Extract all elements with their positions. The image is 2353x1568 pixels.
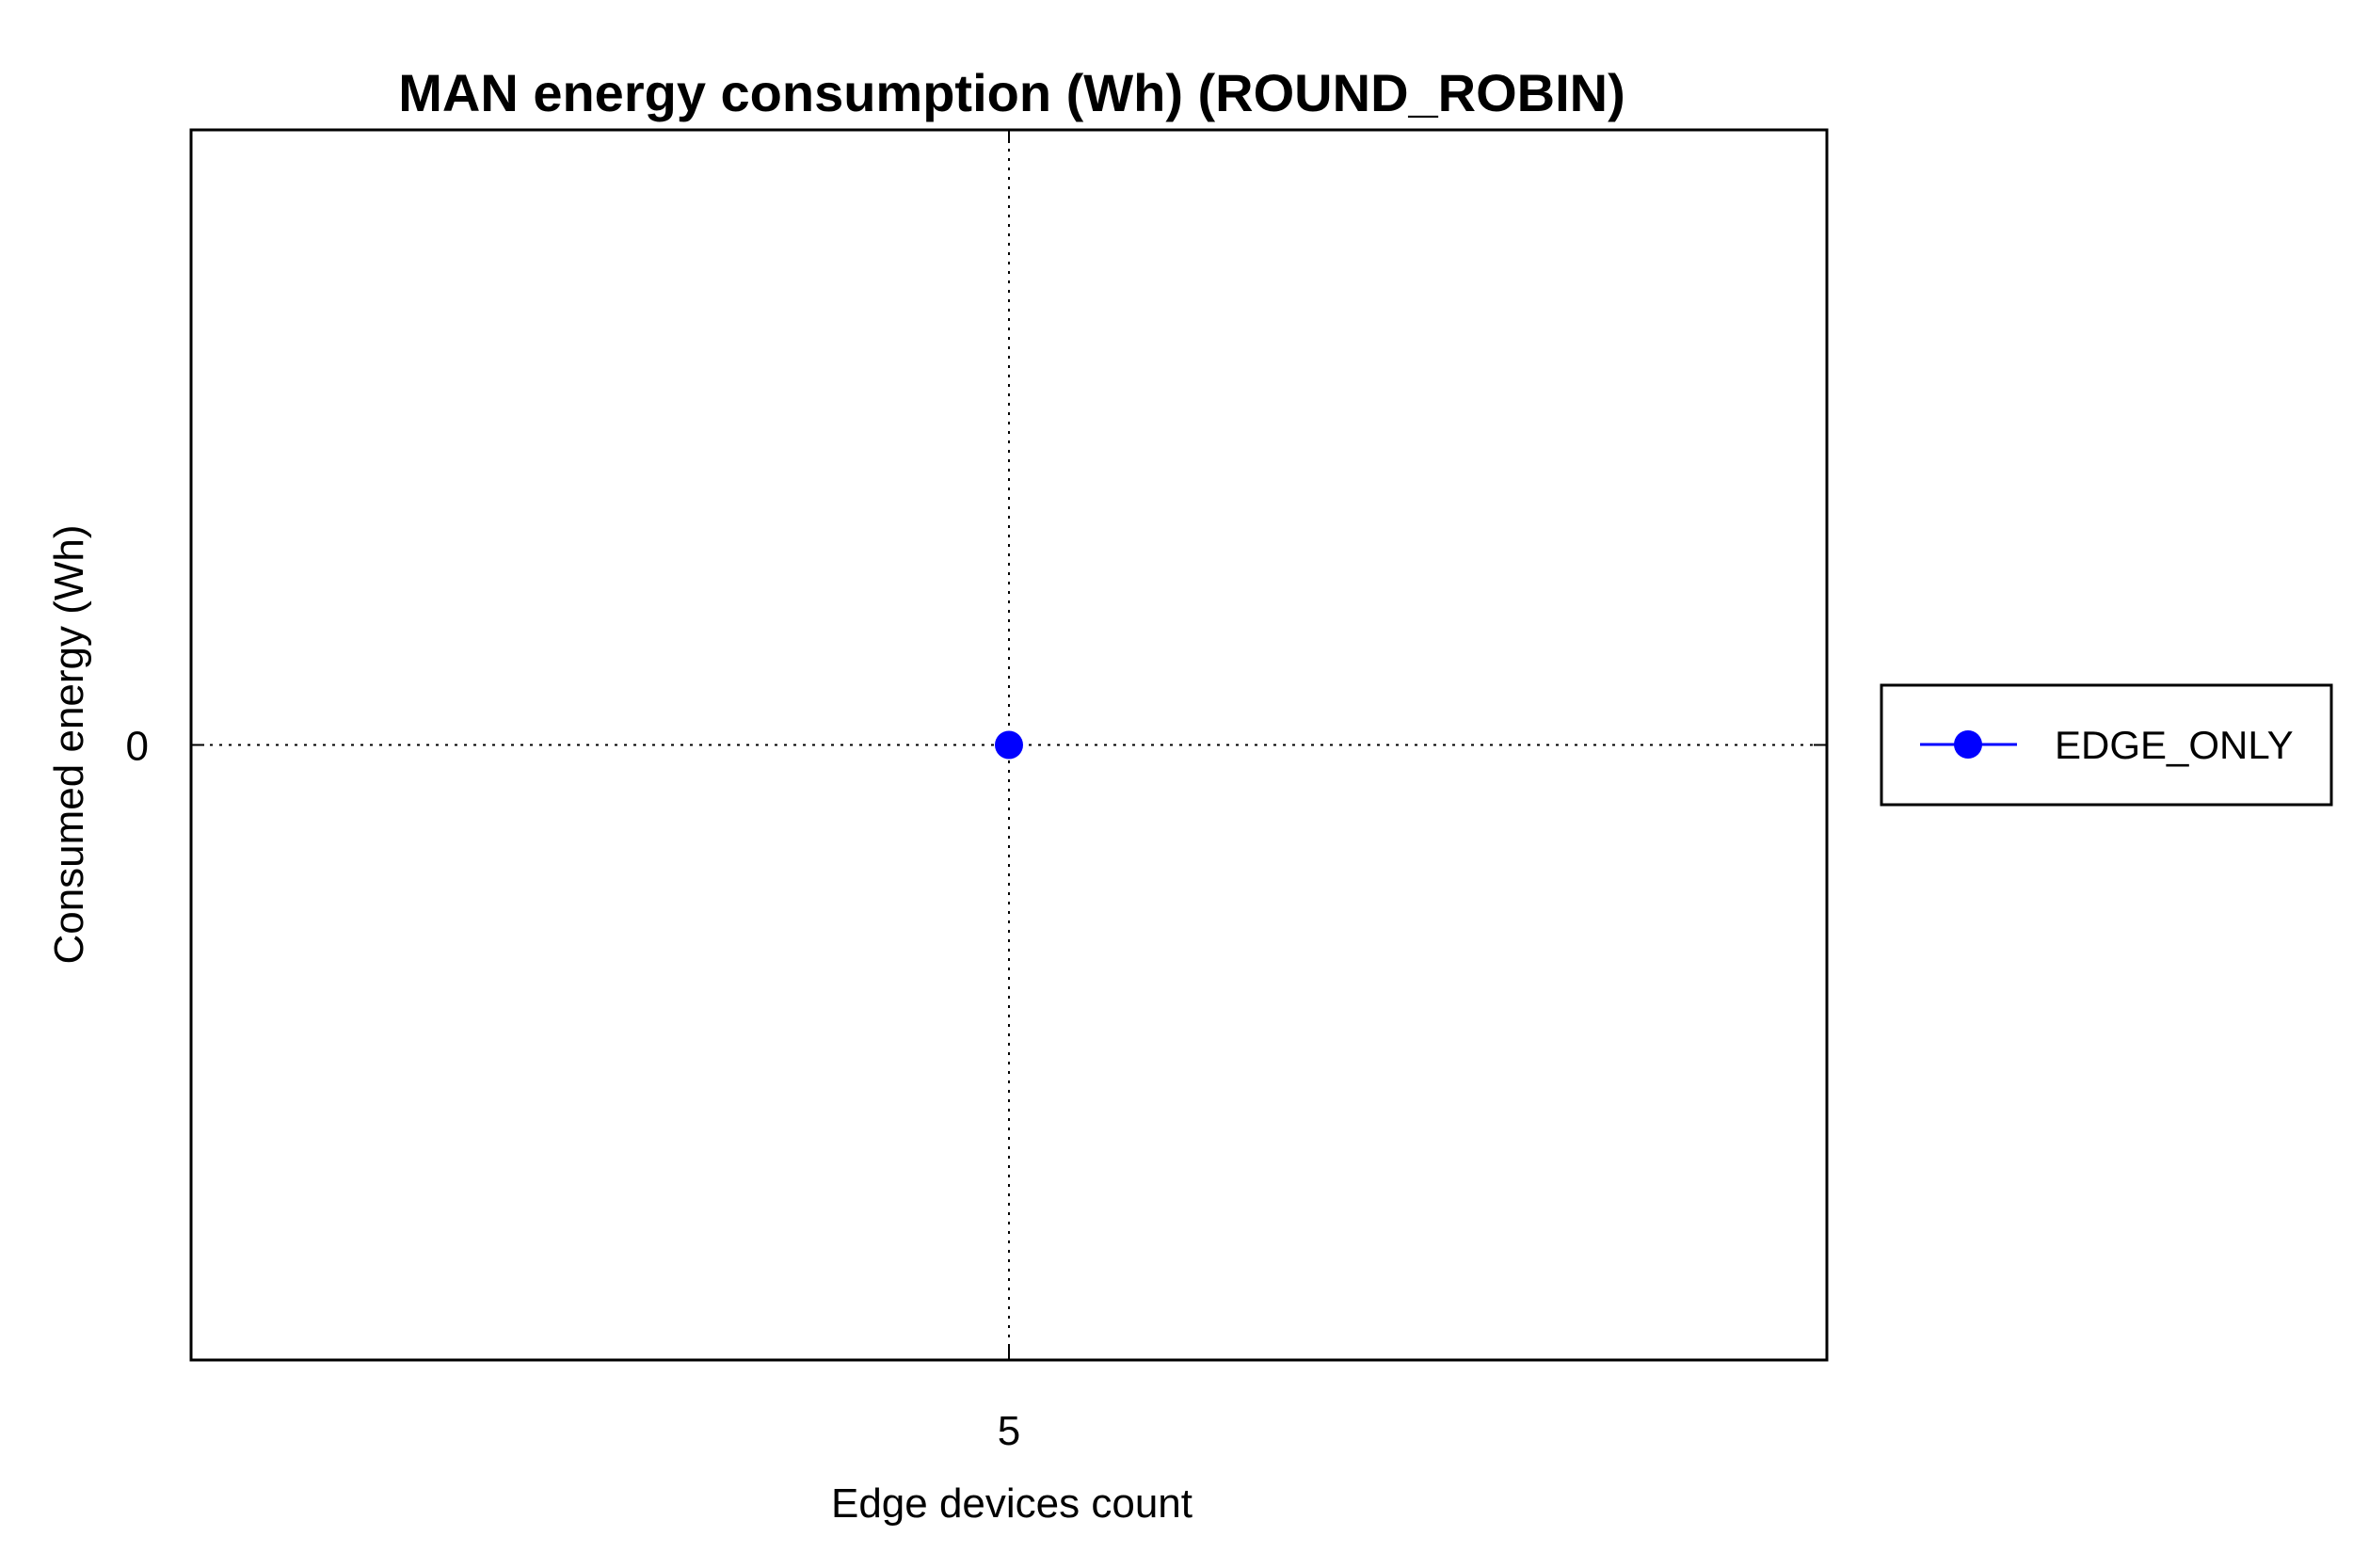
x-tick-label: 5 xyxy=(998,1408,1020,1454)
tick-marks xyxy=(191,130,1827,1360)
x-axis-label: Edge devices count xyxy=(831,1480,1193,1527)
y-tick-labels: 0 xyxy=(126,724,149,770)
data-point-edge-only xyxy=(995,730,1023,760)
legend-label-edge-only: EDGE_ONLY xyxy=(2055,723,2294,767)
plot-area xyxy=(189,128,1829,1362)
chart-title: MAN energy consumption (Wh) (ROUND_ROBIN… xyxy=(398,63,1625,122)
x-tick-labels: 5 xyxy=(998,1408,1020,1454)
y-tick-label: 0 xyxy=(126,724,149,770)
legend-marker-edge-only xyxy=(1954,730,1982,759)
y-axis-label: Consumed energy (Wh) xyxy=(46,524,92,964)
legend: EDGE_ONLY xyxy=(1880,683,2333,807)
series-layer xyxy=(995,730,1023,760)
